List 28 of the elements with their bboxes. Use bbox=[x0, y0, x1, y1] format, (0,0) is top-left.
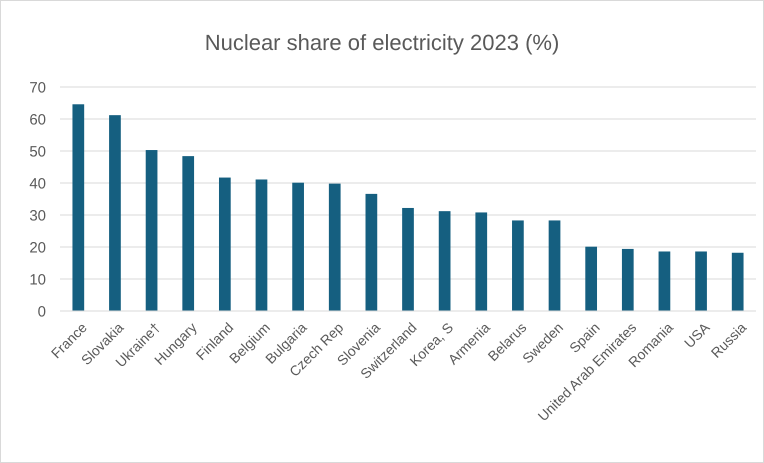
y-tick-label: 40 bbox=[29, 175, 46, 192]
bar bbox=[109, 115, 121, 311]
bar bbox=[218, 178, 231, 311]
bar bbox=[695, 251, 707, 311]
bar bbox=[512, 220, 524, 311]
bar bbox=[658, 251, 670, 311]
bar bbox=[475, 212, 488, 311]
bar bbox=[622, 248, 634, 311]
y-tick-label: 50 bbox=[29, 143, 46, 160]
bar bbox=[732, 252, 744, 311]
bar bbox=[292, 182, 304, 311]
y-tick-label: 30 bbox=[29, 207, 46, 224]
bar bbox=[585, 246, 598, 311]
bar bbox=[182, 156, 194, 311]
y-tick-label: 60 bbox=[29, 111, 46, 128]
bar bbox=[328, 184, 341, 311]
bar bbox=[548, 220, 560, 311]
bar bbox=[438, 211, 450, 311]
bar bbox=[256, 179, 268, 311]
y-tick-label: 20 bbox=[29, 239, 46, 256]
chart-title: Nuclear share of electricity 2023 (%) bbox=[204, 30, 560, 55]
bar bbox=[366, 194, 378, 311]
bar bbox=[146, 150, 158, 311]
y-tick-label: 70 bbox=[29, 79, 46, 96]
bar bbox=[72, 104, 84, 311]
y-tick-label: 0 bbox=[38, 303, 46, 320]
y-tick-label: 10 bbox=[29, 271, 46, 288]
bar bbox=[402, 208, 414, 311]
